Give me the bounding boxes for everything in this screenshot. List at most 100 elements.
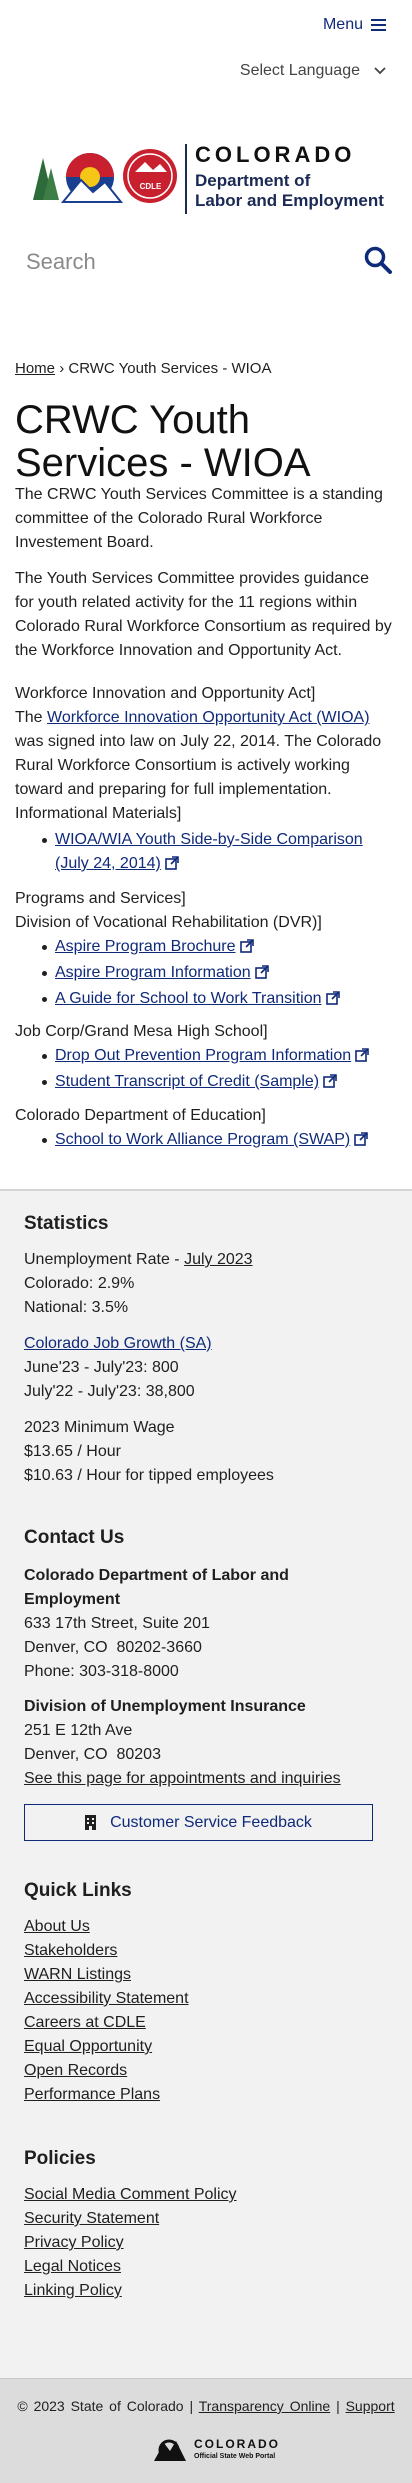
footer-heading: Quick Links bbox=[24, 1877, 388, 1905]
bullet bbox=[42, 1138, 47, 1143]
heading-text: Quick Links bbox=[24, 1880, 132, 1901]
search-placeholder: Search bbox=[26, 249, 96, 274]
bullet bbox=[42, 1054, 47, 1059]
footer-link[interactable]: Equal Opportunity bbox=[24, 2038, 153, 2055]
office-line: 251 E 12th Ave bbox=[24, 1722, 133, 1739]
footer-link[interactable]: Accessibility Statement bbox=[24, 1990, 189, 2007]
wioa-block: Workforce Innovation and Opportunity Act… bbox=[15, 682, 392, 826]
link-list: Aspire Program Brochure Aspire Program In… bbox=[15, 935, 392, 1013]
section-heading: Informational Materials] bbox=[15, 805, 182, 822]
stat-link[interactable]: July 2023 bbox=[184, 1251, 253, 1268]
footer-links: About Us Stakeholders WARN Listings Accessi… bbox=[24, 1915, 388, 2107]
resource-link[interactable]: Aspire Program Brochure bbox=[55, 938, 236, 955]
resource-link[interactable]: Student Transcript of Credit (Sample) bbox=[55, 1073, 320, 1090]
bottom-link[interactable]: Support bbox=[345, 2398, 395, 2414]
stat-line: National: 3.5% bbox=[24, 1299, 129, 1316]
stat-heading: 2023 Minimum Wage bbox=[24, 1419, 175, 1436]
breadcrumb-link[interactable]: Home bbox=[15, 360, 56, 377]
feedback-button[interactable]: Customer Service Feedback bbox=[24, 1804, 373, 1841]
list-item: Drop Out Prevention Program Information bbox=[15, 1044, 392, 1070]
logo-badge: CDLE bbox=[139, 182, 162, 191]
external-icon bbox=[165, 856, 179, 870]
search-icon[interactable] bbox=[364, 246, 392, 274]
external-marker bbox=[355, 1046, 369, 1070]
feedback-label: Customer Service Feedback bbox=[110, 1813, 312, 1831]
footer-link[interactable]: About Us bbox=[24, 1918, 90, 1935]
copyright: © 2023 State of Colorado bbox=[17, 2398, 184, 2414]
stat-line: Colorado: 2.9% bbox=[24, 1275, 135, 1292]
stat-line: June'23 - July'23: 800 bbox=[24, 1359, 179, 1376]
list-item: A Guide for School to Work Transition bbox=[15, 987, 392, 1013]
section-heading: Job Corp/Grand Mesa High School] bbox=[15, 1023, 268, 1040]
list-item: School to Work Alliance Program (SWAP) bbox=[15, 1128, 392, 1154]
list-item: WIOA/WIA Youth Side-by-Side Comparison (… bbox=[15, 828, 392, 878]
portal-tagline: Official State Web Portal bbox=[194, 2453, 276, 2460]
resource-link[interactable]: A Guide for School to Work Transition bbox=[55, 990, 322, 1007]
external-marker bbox=[325, 989, 340, 1013]
section-heading: Colorado Department of Education] bbox=[15, 1107, 266, 1124]
external-marker bbox=[254, 963, 269, 987]
stat-link[interactable]: Colorado Job Growth (SA) bbox=[24, 1335, 212, 1352]
footer-link[interactable]: WARN Listings bbox=[24, 1966, 131, 1983]
stat-line: $10.63 / Hour for tipped employees bbox=[24, 1467, 274, 1484]
office-line: 633 17th Street, Suite 201 bbox=[24, 1615, 210, 1632]
list-item: Aspire Program Information bbox=[15, 961, 392, 987]
resource-link[interactable]: WIOA/WIA Youth Side-by-Side Comparison (… bbox=[55, 831, 363, 872]
resource-link[interactable]: School to Work Alliance Program (SWAP) bbox=[55, 1131, 351, 1148]
heading-text: Contact Us bbox=[24, 1527, 125, 1548]
footer-link[interactable]: Open Records bbox=[24, 2062, 128, 2079]
stat-label: Unemployment Rate - bbox=[24, 1251, 180, 1268]
feedback-icon bbox=[85, 1815, 97, 1830]
heading-text: Policies bbox=[24, 2148, 96, 2169]
office-link[interactable]: See this page for appointments and inqui… bbox=[24, 1770, 341, 1787]
section-heading: Programs and Services] bbox=[15, 890, 186, 907]
external-icon bbox=[254, 965, 269, 979]
paragraph: The CRWC Youth Services Committee is a s… bbox=[15, 486, 383, 551]
search-box[interactable]: Search bbox=[26, 246, 392, 278]
chevron-icon bbox=[374, 67, 386, 75]
logo-department: Labor and Employment bbox=[195, 191, 384, 210]
link-list: School to Work Alliance Program (SWAP) bbox=[15, 1128, 392, 1154]
logo[interactable]: CDLE COLORADO Department of Labor and Em… bbox=[25, 140, 395, 218]
footer-link[interactable]: Social Media Comment Policy bbox=[24, 2186, 237, 2203]
footer-link[interactable]: Performance Plans bbox=[24, 2086, 161, 2103]
stat-group: 2023 Minimum Wage $13.65 / Hour $10.63 /… bbox=[24, 1416, 388, 1488]
bullet bbox=[42, 945, 47, 950]
breadcrumb-current: CRWC Youth Services - WIOA bbox=[68, 360, 272, 377]
text: was signed into law on July 22, 2014. Th… bbox=[15, 733, 382, 798]
bullet bbox=[42, 971, 47, 976]
text: The bbox=[15, 709, 43, 726]
stat-group: Colorado Job Growth (SA) June'23 - July'… bbox=[24, 1332, 388, 1404]
external-icon bbox=[355, 1048, 369, 1062]
portal-name: COLORADO bbox=[194, 2437, 280, 2451]
menu-icon bbox=[371, 19, 386, 31]
language-label: Select Language bbox=[239, 62, 360, 79]
menu-button[interactable]: Menu bbox=[323, 13, 386, 37]
footer-link[interactable]: Privacy Policy bbox=[24, 2234, 124, 2251]
external-icon bbox=[239, 939, 254, 953]
resource-link[interactable]: Aspire Program Information bbox=[55, 964, 251, 981]
footer bbox=[0, 1189, 412, 2378]
external-icon bbox=[354, 1132, 369, 1146]
office-name: Colorado Department of Labor and Employm… bbox=[24, 1567, 289, 1608]
external-marker bbox=[239, 937, 254, 961]
footer-link[interactable]: Security Statement bbox=[24, 2210, 160, 2227]
external-marker bbox=[323, 1072, 337, 1096]
bottom-link[interactable]: Transparency Online bbox=[198, 2398, 331, 2414]
footer-link[interactable]: Careers at CDLE bbox=[24, 2014, 146, 2031]
footer-link[interactable]: Stakeholders bbox=[24, 1942, 118, 1959]
footer-link[interactable]: Linking Policy bbox=[24, 2282, 122, 2299]
menu-label: Menu bbox=[322, 16, 363, 33]
section-heading: Workforce Innovation and Opportunity Act… bbox=[15, 685, 316, 702]
heading-text: Statistics bbox=[24, 1213, 109, 1234]
separator: | bbox=[336, 2398, 340, 2414]
logo-department: Department of bbox=[195, 171, 311, 190]
portal-logo[interactable]: COLORADO Official State Web Portal bbox=[152, 2435, 292, 2467]
language-select[interactable]: Select Language bbox=[240, 59, 386, 83]
footer-link[interactable]: Legal Notices bbox=[24, 2258, 121, 2275]
resource-link[interactable]: Drop Out Prevention Program Information bbox=[55, 1047, 352, 1064]
separator: | bbox=[189, 2398, 194, 2414]
wioa-link[interactable]: Workforce Innovation Opportunity Act (WI… bbox=[47, 709, 370, 726]
stat-line: July'22 - July'23: 38,800 bbox=[24, 1383, 195, 1400]
